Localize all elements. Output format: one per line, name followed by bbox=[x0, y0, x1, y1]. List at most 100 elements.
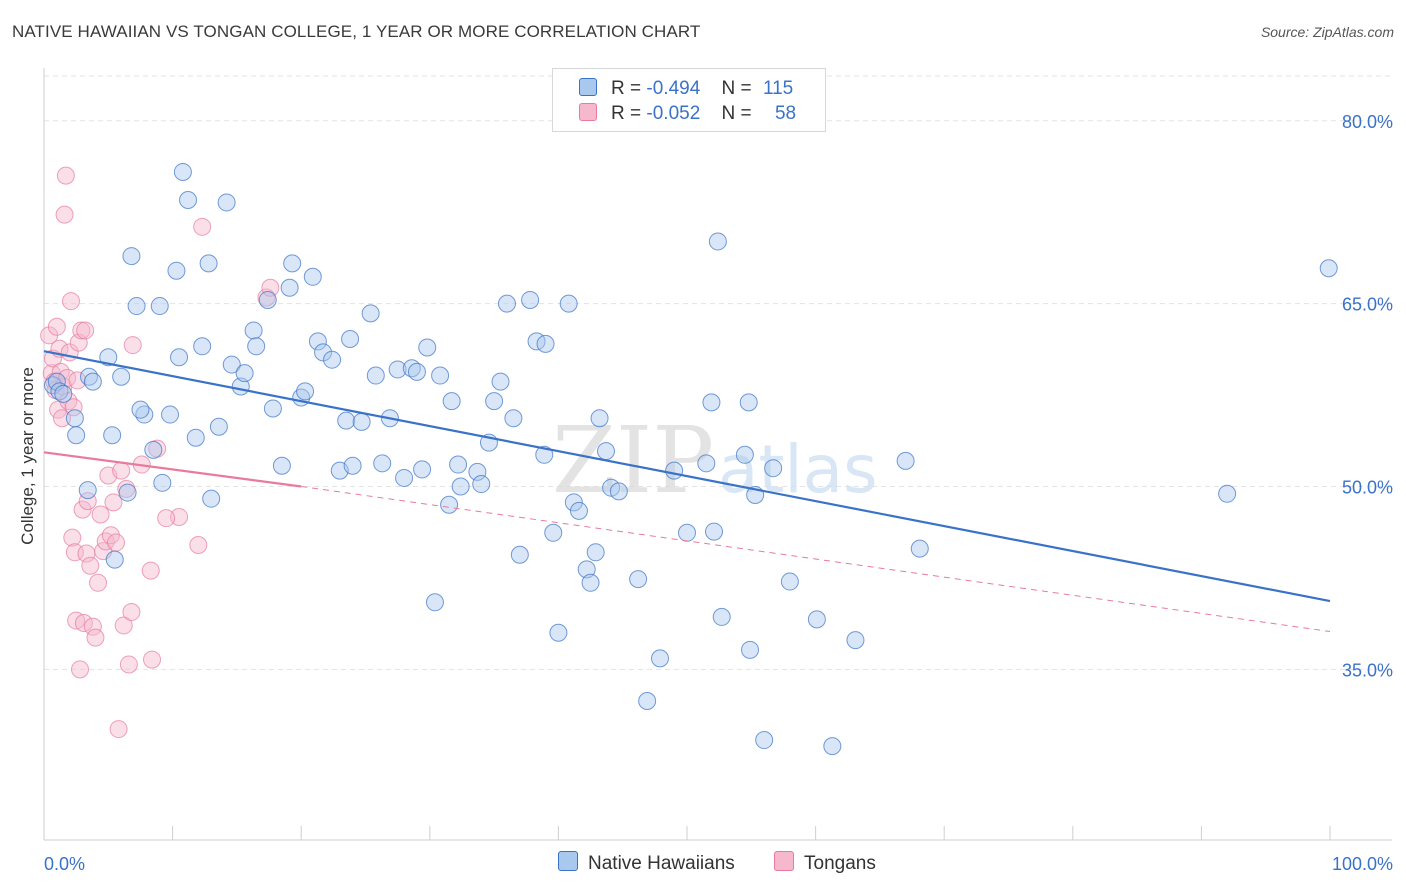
native-hawaiians-point bbox=[431, 366, 450, 385]
native-hawaiians-point bbox=[468, 462, 487, 481]
y-tick-label: 65.0% bbox=[1342, 295, 1393, 315]
tongans-point bbox=[89, 573, 108, 592]
native-hawaiians-point bbox=[449, 455, 468, 474]
zipatlas-watermark: ZIP atlas bbox=[552, 407, 878, 514]
native-hawaiians-point bbox=[638, 692, 657, 711]
native-hawaiians-point bbox=[161, 405, 180, 424]
tongans-point bbox=[78, 492, 97, 511]
tongans-trend-line-extension bbox=[301, 485, 1331, 633]
native-hawaiians-point bbox=[451, 477, 470, 496]
tongans-point bbox=[73, 500, 92, 519]
native-hawaiians-point bbox=[170, 348, 189, 367]
native-hawaiians-point bbox=[741, 640, 760, 659]
tick-labels: 35.0% 50.0% 65.0% 80.0% 0.0% 100.0% bbox=[44, 112, 1393, 874]
native-hawaiians-point bbox=[629, 570, 648, 589]
tongans-point bbox=[189, 535, 208, 554]
native-hawaiians-point bbox=[337, 411, 356, 430]
tongans-point bbox=[62, 292, 81, 311]
native-hawaiians-point bbox=[54, 384, 73, 403]
native-hawaiians-point bbox=[366, 366, 385, 385]
tongans-point bbox=[119, 655, 138, 674]
native-hawaiians-point bbox=[823, 737, 842, 756]
tongans-point bbox=[109, 720, 128, 739]
native-hawaiians-point bbox=[755, 731, 774, 750]
native-hawaiians-point bbox=[697, 454, 716, 473]
tongans-point bbox=[68, 371, 87, 390]
native-hawaiians-point bbox=[244, 321, 263, 340]
tongans-point bbox=[74, 614, 93, 633]
bottom-legend-native-hawaiians: Native Hawaiians bbox=[558, 851, 735, 875]
y-tick-label: 50.0% bbox=[1342, 477, 1393, 497]
tongans-point bbox=[56, 166, 75, 185]
tongans-point bbox=[123, 336, 142, 355]
native-hawaiians-point bbox=[78, 481, 97, 500]
native-hawaiians-point bbox=[596, 442, 615, 461]
native-hawaiians-point bbox=[586, 543, 605, 562]
native-hawaiians-point bbox=[83, 372, 102, 391]
tongans-point bbox=[72, 321, 91, 340]
native-hawaiians-point bbox=[650, 649, 669, 668]
native-hawaiians-point bbox=[167, 261, 186, 280]
x-tick-label: 100.0% bbox=[1332, 854, 1393, 874]
native-hawaiians-point bbox=[440, 495, 459, 514]
tongans-point bbox=[170, 507, 189, 526]
native-hawaiians-point bbox=[193, 337, 212, 356]
native-hawaiians-point bbox=[609, 482, 628, 501]
native-hawaiians-point bbox=[536, 334, 555, 353]
native-hawaiians-point bbox=[425, 593, 444, 612]
tongans-point bbox=[47, 317, 66, 336]
tongans-point bbox=[112, 461, 131, 480]
native-hawaiians-point bbox=[472, 475, 491, 494]
tongans-point bbox=[107, 533, 126, 552]
native-hawaiians-point bbox=[341, 329, 360, 348]
tongans-point bbox=[81, 556, 100, 575]
native-hawaiians-point bbox=[199, 254, 218, 273]
native-hawaiians-point bbox=[308, 332, 327, 351]
legend-n-value: 115 bbox=[762, 78, 794, 99]
tongans-point bbox=[91, 505, 110, 524]
native-hawaiians-point bbox=[235, 364, 254, 383]
native-hawaiians-point bbox=[280, 278, 299, 297]
tongans-point bbox=[63, 528, 82, 547]
native-hawaiians-point bbox=[150, 297, 169, 316]
legend-r-label: R = bbox=[611, 78, 642, 99]
native-hawaiians-point bbox=[296, 382, 315, 401]
native-hawaiians-point bbox=[739, 393, 758, 412]
native-hawaiians-point bbox=[209, 417, 228, 436]
native-hawaiians-point bbox=[283, 254, 302, 273]
native-hawaiians-point bbox=[413, 460, 432, 479]
native-hawaiians-point bbox=[103, 426, 122, 445]
native-hawaiians-point bbox=[222, 355, 241, 374]
tongans-points bbox=[40, 166, 280, 739]
bottom-legend-label: Tongans bbox=[804, 853, 876, 874]
native-hawaiians-point bbox=[131, 400, 150, 419]
native-hawaiians-point bbox=[705, 522, 724, 541]
bottom-legend-swatch-blue bbox=[558, 851, 578, 871]
legend-row-native-hawaiians: R = -0.494 N = 115 bbox=[579, 78, 793, 102]
native-hawaiians-point bbox=[217, 193, 236, 212]
tongans-point bbox=[53, 409, 72, 428]
legend-n-label: N = bbox=[721, 78, 752, 99]
native-hawaiians-point bbox=[407, 362, 426, 381]
native-hawaiians-point bbox=[491, 372, 510, 391]
trend-lines bbox=[43, 350, 1331, 633]
tongans-point bbox=[83, 617, 102, 636]
legend-r-value: -0.494 bbox=[646, 78, 701, 99]
native-hawaiians-points bbox=[44, 162, 1338, 756]
native-hawaiians-point bbox=[373, 454, 392, 473]
native-hawaiians-point bbox=[186, 428, 205, 447]
legend-r-value: -0.052 bbox=[646, 103, 701, 124]
tongans-point bbox=[71, 660, 90, 679]
legend-n-label: N = bbox=[721, 103, 752, 124]
tongans-point bbox=[86, 628, 105, 647]
tongans-point bbox=[122, 603, 141, 622]
native-hawaiians-point bbox=[504, 409, 523, 428]
native-hawaiians-point bbox=[127, 297, 146, 316]
native-hawaiians-point bbox=[564, 493, 583, 512]
tongans-point bbox=[55, 205, 74, 224]
chart-source: Source: ZipAtlas.com bbox=[1260, 24, 1394, 40]
native-hawaiians-point bbox=[272, 456, 291, 475]
native-hawaiians-point bbox=[581, 573, 600, 592]
legend-swatch-pink bbox=[579, 103, 597, 121]
